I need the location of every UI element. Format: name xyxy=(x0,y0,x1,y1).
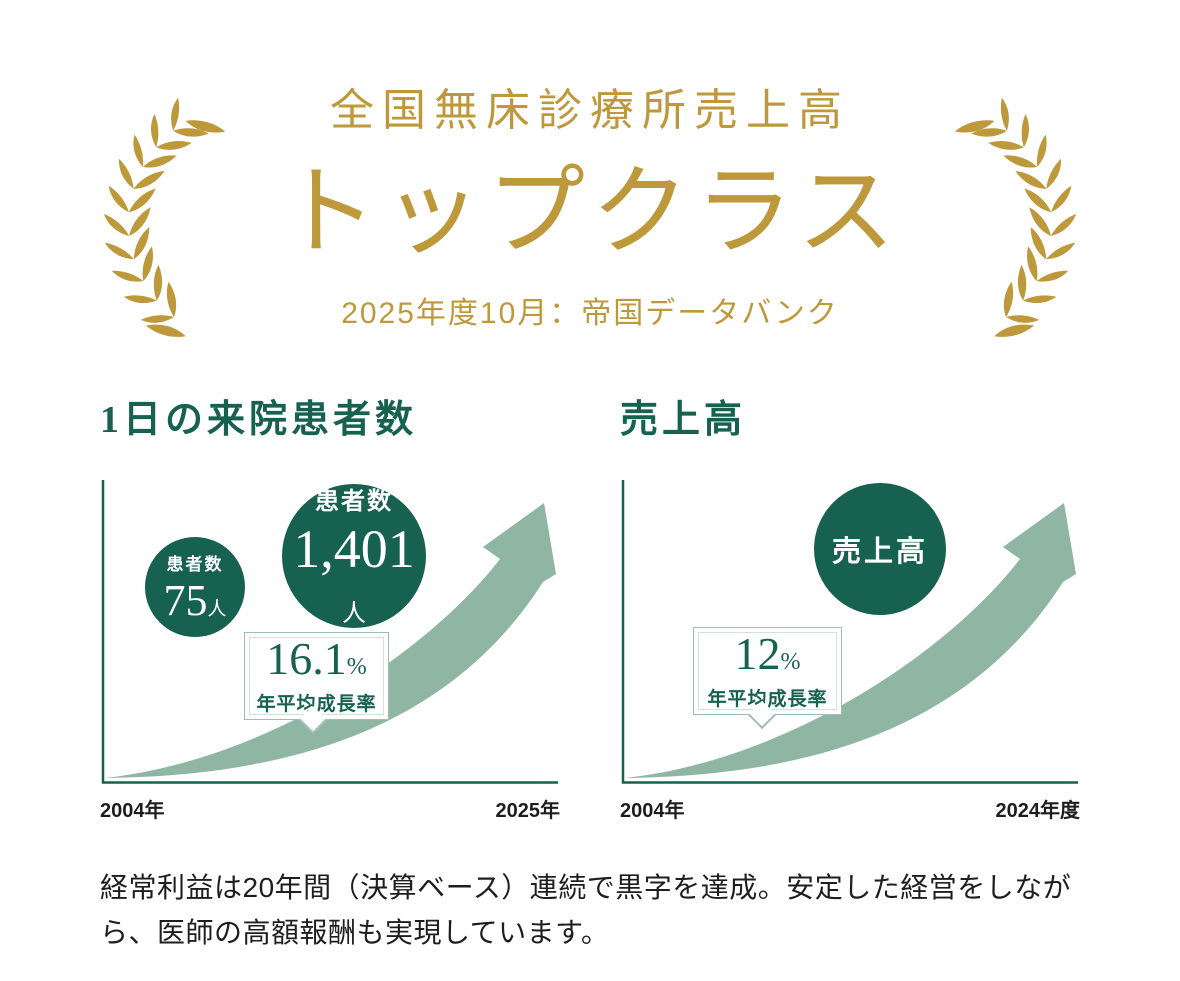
patients-chart: 1日の来院患者数 患者数 75人 患者数 1,401人 16.1% 年平均成長率 xyxy=(100,398,560,823)
sales-growth-callout: 12% 年平均成長率 xyxy=(693,626,842,729)
laurel-branch-left-icon xyxy=(104,96,226,351)
award-source: 2025年度10月：帝国データバンク xyxy=(341,296,839,330)
award-category-title: 全国無床診療所売上高 xyxy=(330,86,850,135)
circle-value: 1,401人 xyxy=(293,519,415,628)
x-end-label: 2024年度 xyxy=(995,799,1081,822)
growth-arrow-icon xyxy=(101,479,558,784)
circle-value: 75人 xyxy=(163,576,227,626)
chart-axes xyxy=(621,479,1078,784)
patients-start-circle: 患者数 75人 xyxy=(145,536,245,637)
patients-chart-title: 1日の来院患者数 xyxy=(100,399,418,441)
circle-label: 患者数 xyxy=(166,555,224,575)
circle-label: 患者数 xyxy=(315,488,393,516)
growth-rate-value: 16.1% xyxy=(266,632,367,684)
patients-x-axis-labels: 2004年 2025年 xyxy=(100,794,560,823)
sales-chart-title: 売上高 xyxy=(620,399,747,441)
growth-rate-value: 12% xyxy=(734,627,801,679)
award-header: 全国無床診療所売上高 トップクラス 2025年度10月：帝国データバンク xyxy=(0,0,1180,372)
award-headline: トップクラス xyxy=(278,159,902,268)
sales-circle: 売上高 xyxy=(814,482,946,615)
charts-row: 1日の来院患者数 患者数 75人 患者数 1,401人 16.1% 年平均成長率 xyxy=(0,398,1180,823)
patients-plot: 患者数 75人 患者数 1,401人 16.1% 年平均成長率 xyxy=(100,479,560,786)
growth-rate-label: 年平均成長率 xyxy=(256,693,377,715)
growth-arrow-icon xyxy=(621,479,1078,784)
sales-chart: 売上高 売上高 12% 年平均成長率 2004年 2024年度 xyxy=(620,398,1080,823)
sales-x-axis-labels: 2004年 2024年度 xyxy=(620,794,1080,823)
x-start-label: 2004年 xyxy=(620,799,685,822)
sales-plot: 売上高 12% 年平均成長率 xyxy=(620,479,1080,786)
patients-end-circle: 患者数 1,401人 xyxy=(282,483,426,628)
patients-growth-callout: 16.1% 年平均成長率 xyxy=(244,631,389,734)
x-start-label: 2004年 xyxy=(100,799,165,822)
x-end-label: 2025年 xyxy=(495,799,561,822)
laurel-branch-right-icon xyxy=(954,96,1076,351)
chart-axes xyxy=(101,479,558,784)
growth-rate-label: 年平均成長率 xyxy=(707,688,828,710)
footer-note: 経常利益は20年間（決算ベース）連続で黒字を達成。安定した経営をしながら、医師の… xyxy=(100,871,1072,948)
circle-label: 売上高 xyxy=(831,535,928,568)
